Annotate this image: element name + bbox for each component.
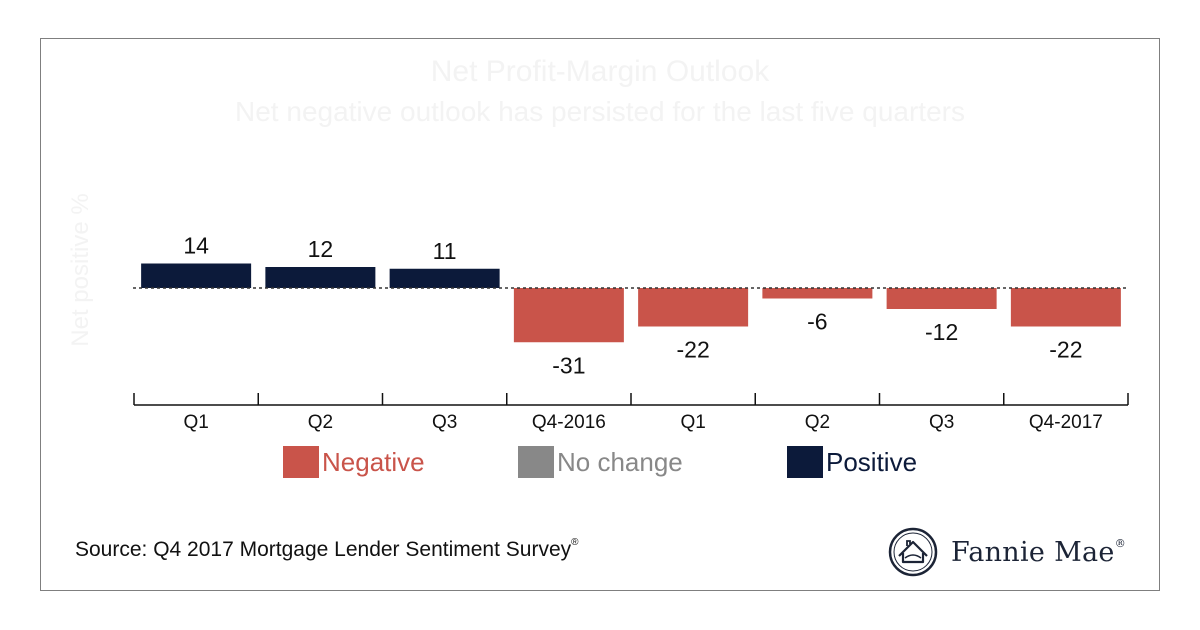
data-label-0: 14 bbox=[183, 233, 209, 259]
brand-registered-mark: ® bbox=[1114, 536, 1127, 550]
legend-item-negative: Negative bbox=[283, 444, 425, 480]
y-axis-label: Net positive % bbox=[67, 193, 94, 346]
x-axis: Q1 Q2 Q3 Q4-2016 Q1 Q2 Q3 Q4-2017 bbox=[133, 393, 1129, 433]
legend-label-no-change: No change bbox=[557, 446, 683, 477]
legend-swatch-no-change bbox=[518, 446, 554, 478]
bar-0 bbox=[141, 263, 252, 288]
brand-name-text: Fannie Mae bbox=[951, 536, 1115, 568]
x-tick-label-0: Q1 bbox=[183, 412, 208, 433]
x-tick-label-5: Q2 bbox=[805, 412, 830, 433]
x-tick-label-2: Q3 bbox=[432, 412, 457, 433]
chart-subtitle: Net negative outlook has persisted for t… bbox=[235, 96, 965, 127]
legend: Negative No change Positive bbox=[0, 444, 1200, 484]
data-label-6: -12 bbox=[925, 319, 958, 345]
x-tick-label-3: Q4-2016 bbox=[532, 412, 606, 433]
bars-layer: 14 12 11 -31 -22 -6 -12 -22 bbox=[141, 233, 1121, 378]
data-label-2: 11 bbox=[433, 238, 457, 264]
chart-title: Net Profit-Margin Outlook bbox=[430, 55, 770, 88]
legend-item-no-change: No change bbox=[518, 444, 683, 480]
brand-name: Fannie Mae® bbox=[951, 537, 1126, 568]
fannie-mae-logo-icon bbox=[888, 527, 938, 577]
bar-6 bbox=[886, 288, 997, 309]
x-tick-label-7: Q4-2017 bbox=[1029, 412, 1103, 433]
legend-label-positive: Positive bbox=[826, 446, 918, 477]
legend-item-positive: Positive bbox=[787, 444, 917, 480]
data-label-7: -22 bbox=[1049, 337, 1082, 363]
bar-5 bbox=[762, 288, 873, 299]
legend-swatch-negative bbox=[283, 446, 319, 478]
bar-7 bbox=[1010, 288, 1121, 327]
source-text: Source: Q4 2017 Mortgage Lender Sentimen… bbox=[75, 538, 572, 561]
source-registered-mark: ® bbox=[571, 537, 579, 548]
data-label-4: -22 bbox=[677, 337, 710, 363]
bar-2 bbox=[389, 268, 500, 288]
source-note: Source: Q4 2017 Mortgage Lender Sentimen… bbox=[75, 537, 579, 562]
legend-swatch-positive bbox=[787, 446, 823, 478]
bar-3 bbox=[513, 288, 624, 343]
bar-1 bbox=[265, 267, 376, 288]
data-label-5: -6 bbox=[807, 309, 827, 335]
x-tick-label-4: Q1 bbox=[680, 412, 705, 433]
brand-logo: Fannie Mae® bbox=[887, 526, 1126, 578]
x-tick-label-6: Q3 bbox=[929, 412, 954, 433]
x-tick-label-1: Q2 bbox=[308, 412, 333, 433]
data-label-1: 12 bbox=[308, 236, 334, 262]
bar-4 bbox=[638, 288, 749, 327]
legend-label-negative: Negative bbox=[322, 446, 425, 477]
data-label-3: -31 bbox=[552, 352, 585, 378]
